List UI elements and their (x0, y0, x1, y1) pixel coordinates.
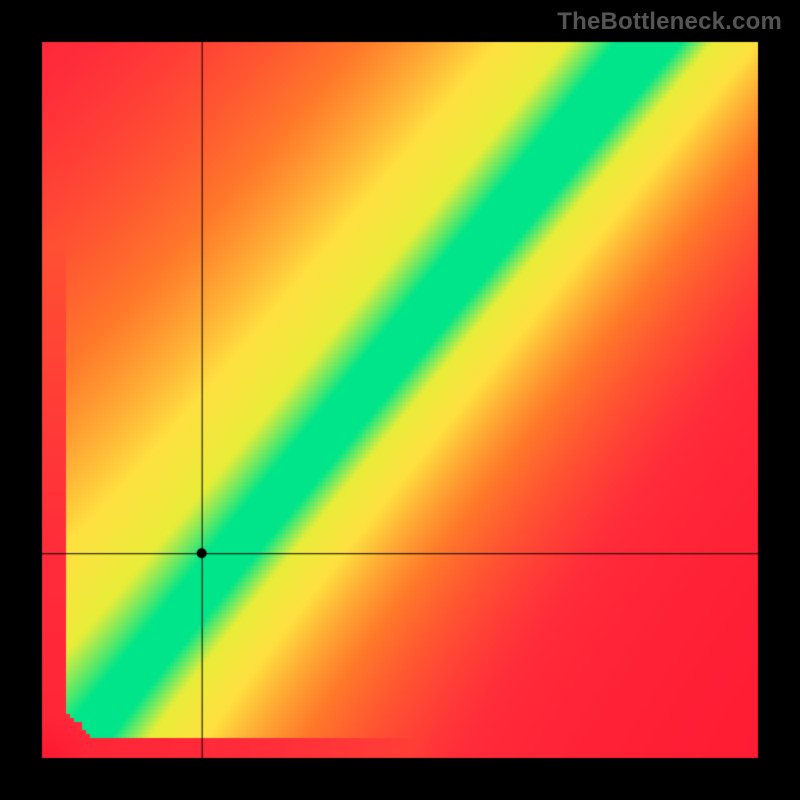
watermark-text: TheBottleneck.com (557, 8, 782, 36)
bottleneck-heatmap-chart (0, 0, 800, 800)
